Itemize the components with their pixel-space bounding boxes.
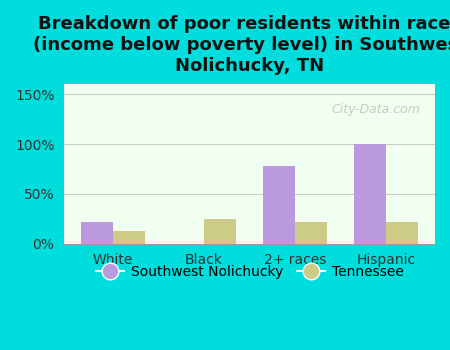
Bar — [113, 231, 145, 244]
Bar — [386, 222, 418, 244]
Bar — [263, 166, 295, 244]
Bar — [355, 144, 386, 244]
Bar — [81, 222, 113, 244]
Legend: Southwest Nolichucky, Tennessee: Southwest Nolichucky, Tennessee — [90, 259, 409, 285]
Bar — [204, 219, 236, 244]
Bar — [295, 222, 327, 244]
Text: City-Data.com: City-Data.com — [331, 103, 420, 116]
Title: Breakdown of poor residents within races
(income below poverty level) in Southwe: Breakdown of poor residents within races… — [33, 15, 450, 75]
